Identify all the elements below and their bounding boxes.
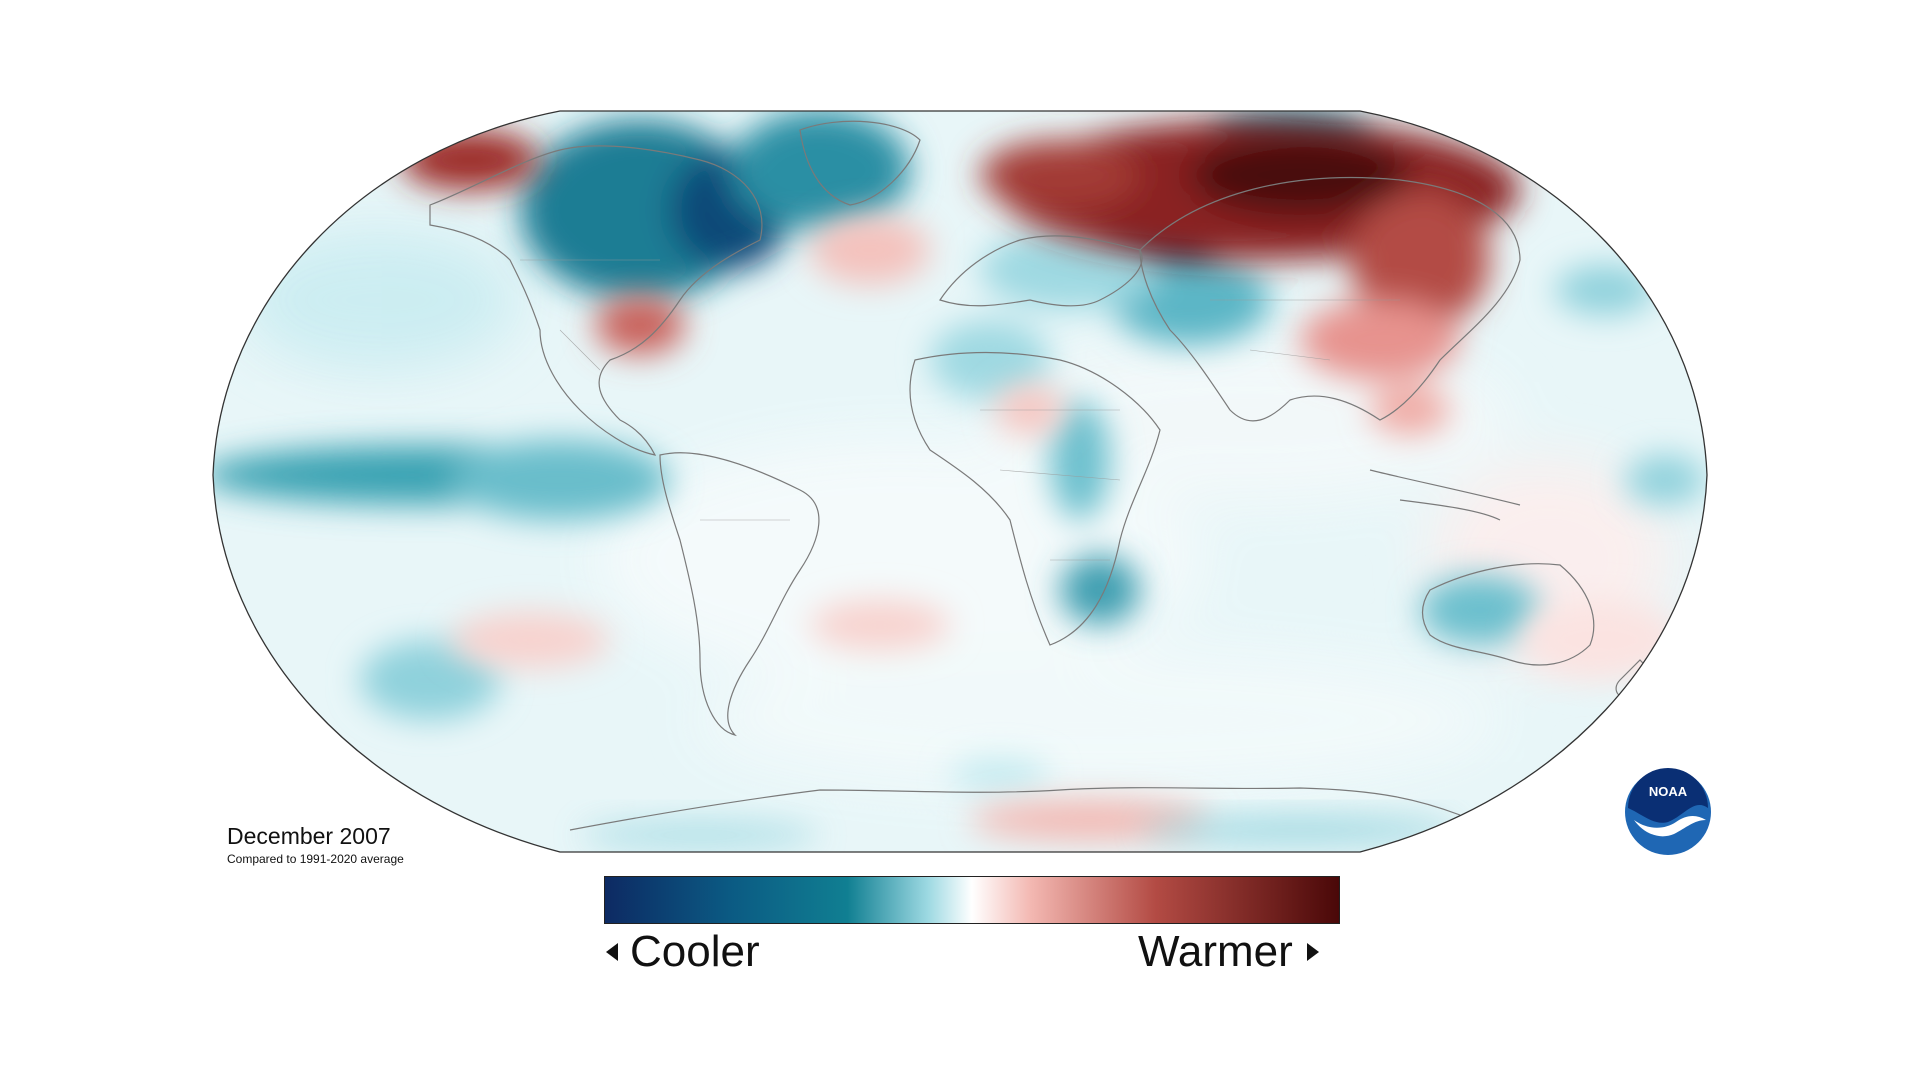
greenland-outline xyxy=(799,120,921,206)
globe-outline xyxy=(212,110,1708,853)
africa-outline xyxy=(909,351,1161,646)
map-subtitle: Compared to 1991-2020 average xyxy=(227,852,404,866)
cooler-label: Cooler xyxy=(630,927,760,976)
europe-outline xyxy=(939,235,1143,307)
legend-cooler: Cooler xyxy=(606,930,760,974)
asia-outline xyxy=(1139,176,1521,422)
arrow-left-icon xyxy=(606,943,618,961)
australia-outline xyxy=(1421,563,1595,666)
noaa-logo: NOAA xyxy=(1625,768,1711,855)
indonesia-outline xyxy=(1369,469,1521,521)
legend-warmer: Warmer xyxy=(1138,930,1319,974)
anomaly-field xyxy=(213,111,1707,852)
color-scale-bar xyxy=(604,876,1340,924)
map-title: December 2007 xyxy=(227,823,391,849)
arrow-right-icon xyxy=(1306,943,1319,961)
noaa-logo-text: NOAA xyxy=(1649,784,1688,799)
warmer-label: Warmer xyxy=(1138,927,1293,976)
south-america-outline xyxy=(659,452,820,737)
country-borders xyxy=(520,259,1400,561)
antarctica-outline xyxy=(569,787,1461,831)
north-america-outline xyxy=(429,145,763,456)
coastlines xyxy=(429,120,1650,831)
